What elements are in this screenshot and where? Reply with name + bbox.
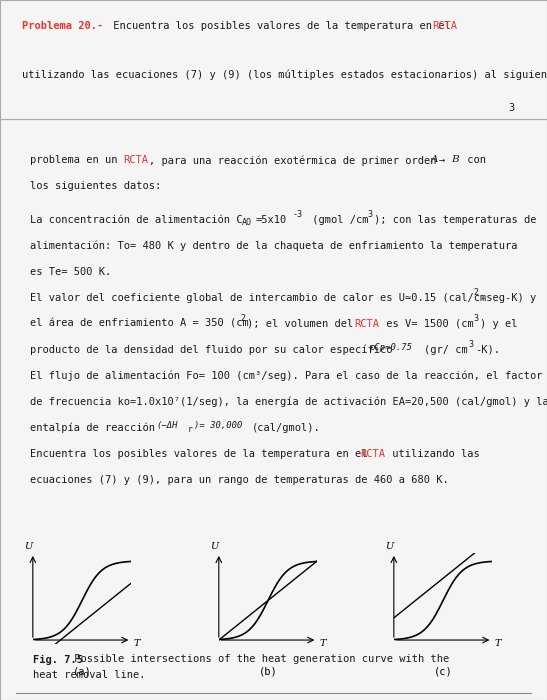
Text: entalpía de reacción: entalpía de reacción [30, 423, 161, 433]
Text: =5x10: =5x10 [256, 215, 287, 225]
Text: con: con [461, 155, 486, 165]
Text: A: A [431, 155, 439, 164]
Text: , para una reacción exotérmica de primer orden: , para una reacción exotérmica de primer… [149, 155, 443, 165]
Text: 2: 2 [473, 288, 478, 297]
Text: problema en un: problema en un [30, 155, 124, 165]
Text: 3: 3 [367, 210, 372, 219]
Text: (b): (b) [259, 666, 277, 677]
Text: utilizando las ecuaciones (7) y (9) (los múltiples estados estacionarios) al sig: utilizando las ecuaciones (7) y (9) (los… [22, 69, 547, 80]
Text: RCTA: RCTA [123, 155, 148, 165]
Text: La concentración de alimentación C: La concentración de alimentación C [30, 215, 242, 225]
Text: ecuaciones (7) y (9), para un rango de temperaturas de 460 a 680 K.: ecuaciones (7) y (9), para un rango de t… [30, 475, 449, 485]
Text: (a): (a) [73, 666, 91, 677]
Text: es V= 1500 (cm: es V= 1500 (cm [380, 318, 474, 329]
Text: 2: 2 [240, 314, 245, 323]
Text: U: U [24, 542, 32, 552]
Bar [0, 119, 547, 700]
Text: Encuentra los posibles valores de la temperatura en el: Encuentra los posibles valores de la tem… [107, 22, 457, 32]
Text: -seg-K) y: -seg-K) y [480, 293, 536, 303]
Text: RCTA: RCTA [360, 449, 385, 458]
Text: RCTA: RCTA [354, 318, 379, 329]
Text: (−ΔH: (−ΔH [156, 421, 177, 430]
Text: (gmol /cm: (gmol /cm [306, 215, 369, 225]
Text: T: T [494, 638, 501, 648]
Text: RCTA: RCTA [432, 22, 457, 32]
Text: utilizando las: utilizando las [386, 449, 480, 458]
Text: el área de enfriamiento A = 350 (cm: el área de enfriamiento A = 350 (cm [30, 318, 249, 329]
Text: r: r [188, 425, 193, 434]
Text: (c): (c) [434, 666, 452, 677]
Text: -K).: -K). [475, 345, 500, 355]
Text: 3: 3 [473, 314, 478, 323]
Text: ρCp≈0.75: ρCp≈0.75 [370, 343, 413, 352]
Text: (gr/ cm: (gr/ cm [424, 345, 468, 355]
Text: es Te= 500 K.: es Te= 500 K. [30, 267, 111, 276]
Text: Fig. 7.5: Fig. 7.5 [33, 654, 83, 664]
Text: U: U [210, 542, 218, 552]
Text: los siguientes datos:: los siguientes datos: [30, 181, 161, 191]
Text: ); con las temperaturas de: ); con las temperaturas de [374, 215, 537, 225]
Text: de frecuencia ko=1.0x10⁷(1/seg), la energía de activación EA=20,500 (cal/gmol) y: de frecuencia ko=1.0x10⁷(1/seg), la ener… [30, 397, 547, 407]
Text: T: T [319, 638, 325, 648]
Text: heat removal line.: heat removal line. [33, 670, 146, 680]
Text: ); el volumen del: ); el volumen del [247, 318, 359, 329]
Text: 3: 3 [509, 103, 515, 113]
Text: Encuentra los posibles valores de la temperatura en el: Encuentra los posibles valores de la tem… [30, 449, 374, 458]
Text: T: T [133, 638, 139, 648]
Text: →: → [439, 155, 445, 165]
Text: Possible intersections of the heat generation curve with the: Possible intersections of the heat gener… [68, 654, 450, 664]
Text: (cal/gmol).: (cal/gmol). [252, 423, 321, 433]
Text: B: B [451, 155, 458, 164]
Text: U: U [385, 542, 393, 552]
Text: 3: 3 [468, 340, 473, 349]
Text: )= 30,000: )= 30,000 [194, 421, 242, 430]
Text: Problema 20.-: Problema 20.- [22, 22, 103, 32]
Text: El flujo de alimentación Fo= 100 (cm³/seg). Para el caso de la reacción, el fact: El flujo de alimentación Fo= 100 (cm³/se… [30, 371, 543, 382]
Text: -3: -3 [293, 210, 303, 219]
Text: AO: AO [242, 218, 252, 227]
Text: producto de la densidad del fluido por su calor específico: producto de la densidad del fluido por s… [30, 345, 399, 356]
Text: ) y el: ) y el [480, 318, 517, 329]
Text: El valor del coeficiente global de intercambio de calor es U≃0.15 (cal/cm: El valor del coeficiente global de inter… [30, 293, 486, 303]
Text: alimentación: To= 480 K y dentro de la chaqueta de enfriamiento la temperatura: alimentación: To= 480 K y dentro de la c… [30, 241, 517, 251]
